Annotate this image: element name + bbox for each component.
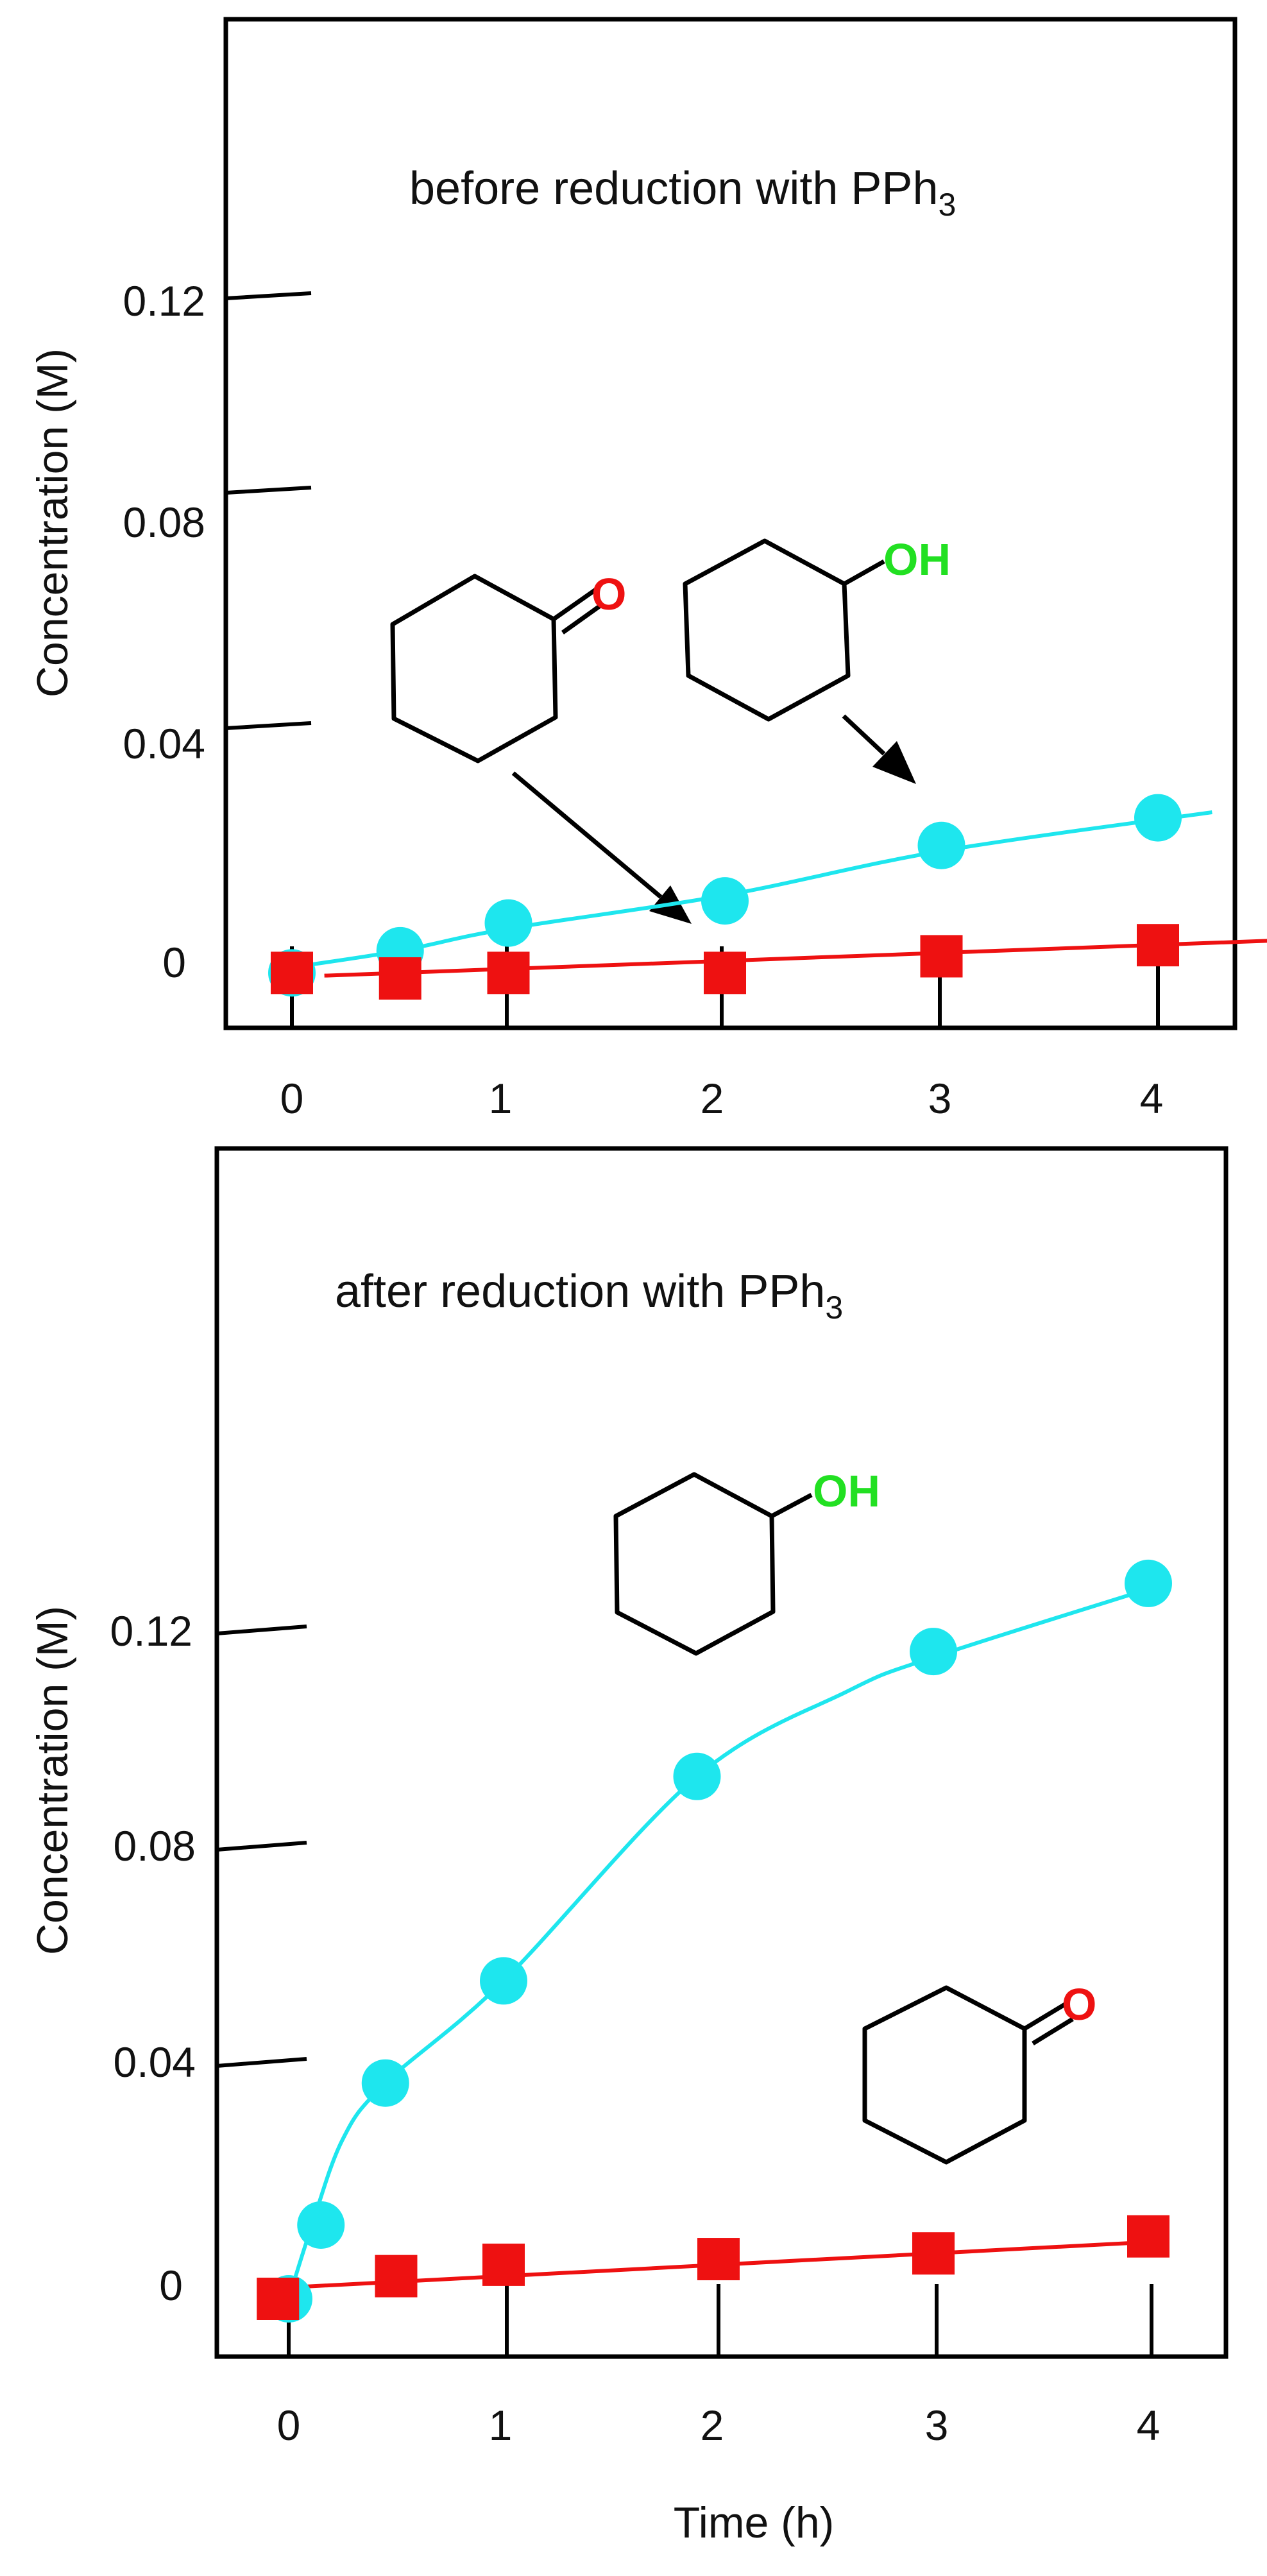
cyclohexane-ring bbox=[683, 538, 851, 722]
cyclohexane-ring bbox=[613, 1472, 776, 1656]
y-tick-0.04 bbox=[225, 721, 312, 730]
y-axis-label: Concentration (M) bbox=[28, 348, 77, 697]
hydroxyl-label: OH bbox=[813, 1466, 880, 1516]
cyclohexanone-point bbox=[920, 935, 963, 978]
x-tick-label: 2 bbox=[701, 1075, 724, 1122]
x-tick-label: 0 bbox=[280, 1075, 304, 1122]
cyclohexanone-point bbox=[378, 957, 421, 1000]
y-tick-label: 0 bbox=[159, 2262, 183, 2309]
panel-title: after reduction with PPh3 bbox=[335, 1266, 843, 1326]
x-tick-label: 0 bbox=[277, 2401, 301, 2449]
cyclohexanone-point bbox=[487, 951, 530, 994]
cyclohexanone-fit-line bbox=[324, 939, 1267, 978]
y-tick-label: 0.08 bbox=[123, 499, 205, 546]
y-axis-label: Concentration (M) bbox=[28, 1606, 77, 1955]
cyclohexane-ring bbox=[862, 1985, 1027, 2165]
plot-frame bbox=[223, 17, 1237, 1030]
x-tick-label: 4 bbox=[1140, 1075, 1164, 1122]
carbonyl-oxygen-label: O bbox=[1062, 1979, 1096, 2029]
plot-area bbox=[268, 794, 1267, 1000]
cyclohexanone-point bbox=[482, 2243, 525, 2286]
panel-after: after reduction with PPh3 Concentration … bbox=[28, 1146, 1229, 2547]
cyclohexane-ring bbox=[390, 574, 558, 763]
arrow-to-ketone bbox=[511, 771, 692, 924]
y-tick-label: 0.08 bbox=[114, 1822, 196, 1870]
cyclohexanol-point bbox=[701, 877, 749, 925]
cyclohexanone-point bbox=[1127, 2215, 1169, 2258]
cyclohexanol-point bbox=[480, 1957, 527, 2005]
y-tick-0.12 bbox=[216, 1625, 307, 1635]
cyclohexanone-structure: O bbox=[390, 569, 626, 763]
y-tick-0.04 bbox=[216, 2057, 307, 2068]
hydroxyl-bond bbox=[770, 1492, 813, 1519]
cyclohexanone-point bbox=[271, 951, 313, 994]
cyclohexanol-point bbox=[917, 821, 965, 869]
y-tick-label: 0.04 bbox=[114, 2038, 196, 2086]
carbonyl-bond bbox=[1023, 2002, 1066, 2031]
hydroxyl-label: OH bbox=[883, 534, 951, 584]
carbonyl-oxygen-label: O bbox=[591, 569, 626, 619]
cyclohexanol-structure: OH bbox=[613, 1466, 880, 1656]
x-tick-label: 2 bbox=[701, 2401, 724, 2449]
y-tick-label: 0 bbox=[162, 939, 186, 986]
y-tick-label: 0.12 bbox=[110, 1607, 192, 1655]
arrow-to-alcohol bbox=[842, 714, 916, 784]
hydroxyl-bond bbox=[843, 559, 885, 586]
cyclohexanol-point bbox=[361, 2059, 409, 2107]
cyclohexanone-point bbox=[1137, 924, 1179, 967]
cyclohexanone-point bbox=[697, 2238, 740, 2281]
cyclohexanone-point bbox=[257, 2278, 300, 2320]
plot-frame bbox=[214, 1146, 1229, 2359]
arrow-head bbox=[872, 741, 916, 784]
cyclohexanol-point bbox=[297, 2201, 345, 2249]
x-tick-label: 3 bbox=[928, 1075, 952, 1122]
cyclohexanol-fit-line bbox=[287, 1587, 1149, 2299]
plot-area bbox=[257, 1559, 1172, 2323]
y-tick-label: 0.12 bbox=[123, 277, 205, 325]
cyclohexanol-structure: OH bbox=[683, 534, 951, 722]
x-tick-label: 1 bbox=[489, 2401, 513, 2449]
y-tick-0.12 bbox=[225, 291, 312, 300]
arrow-shaft bbox=[842, 714, 886, 756]
y-tick-0.08 bbox=[216, 1841, 307, 1852]
carbonyl-bond bbox=[552, 587, 599, 621]
cyclohexanol-point bbox=[1125, 1559, 1172, 1607]
x-tick-label: 3 bbox=[925, 2401, 949, 2449]
panel-title: before reduction with PPh3 bbox=[409, 163, 956, 223]
panel-before: before reduction with PPh3 Concentration… bbox=[28, 17, 1267, 1122]
cyclohexanol-fit-line bbox=[291, 810, 1212, 969]
y-tick-label: 0.04 bbox=[123, 720, 205, 767]
cyclohexanone-point bbox=[912, 2232, 955, 2275]
carbonyl-bond bbox=[1032, 2017, 1074, 2045]
carbonyl-bond bbox=[561, 602, 605, 635]
x-axis-label: Time (h) bbox=[674, 2498, 835, 2547]
cyclohexanone-point bbox=[375, 2255, 418, 2298]
arrow-shaft bbox=[511, 771, 663, 899]
cyclohexanol-point bbox=[910, 1628, 957, 1676]
y-tick-0.08 bbox=[225, 486, 312, 495]
cyclohexanol-point bbox=[673, 1752, 721, 1800]
cyclohexanone-point bbox=[704, 951, 746, 994]
x-tick-label: 4 bbox=[1137, 2401, 1161, 2449]
x-tick-label: 1 bbox=[489, 1075, 513, 1122]
cyclohexanol-point bbox=[1134, 794, 1182, 842]
cyclohexanol-point bbox=[484, 899, 532, 947]
cyclohexanone-structure: O bbox=[862, 1979, 1096, 2165]
